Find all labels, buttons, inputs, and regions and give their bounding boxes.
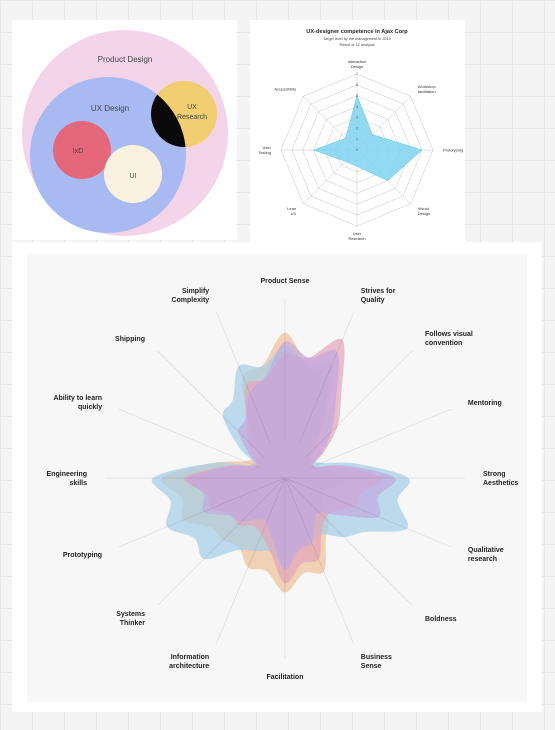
ixd-circle [53,121,111,179]
skill-label-line2: Thinker [120,620,146,627]
skill-label-line2: research [468,556,497,563]
radar-axis-label: Visual [418,206,429,211]
skill-label: Simplify [182,288,209,295]
radar-tick-label: 4 [356,105,358,109]
radar-subtitle-1: Target level by the management in 2019 [323,37,391,41]
radar-axis-label: Prototyping [443,148,463,153]
radar-tick-label: 7 [356,72,358,76]
skill-label: Product Sense [260,278,309,285]
skill-label-line2: Aesthetics [483,480,519,487]
radar-axis-label-line2: Research [348,236,365,241]
radar-tick-label: 1 [356,137,358,141]
radar-title: UX-designer competence in Ajax Corp [306,29,408,35]
ui-label: UI [130,173,137,180]
skills-radar-card[interactable]: Current level Target level Product Sense… [12,242,542,712]
skill-label: Ability to learn [53,395,102,402]
radar-axis-label: User [353,231,362,236]
radar-axis-label: Interaction [348,59,367,64]
skill-label: Qualitative [468,547,504,554]
radar-axis-label: Lean [287,206,296,211]
skill-label-line2: quickly [78,404,102,411]
skill-label: Boldness [425,616,457,623]
skill-label: Business [361,654,392,661]
radar-axis-label: Accessibility [274,87,296,92]
ui-circle [104,145,162,203]
radar-axis-label: User [263,145,272,150]
skill-label: Follows visual [425,331,473,338]
skill-label: Strong [483,471,506,478]
radar-axis-label-line2: Design [418,211,430,216]
radar-tick-label: 5 [356,94,358,98]
competence-radar-chart: UX-designer competence in Ajax Corp Targ… [258,29,463,241]
radar-axis-label-line2: facilitation [418,89,436,94]
radar-subtitle-2: Result of 12 analysis [339,43,374,47]
skill-label-line2: Complexity [171,297,209,304]
competence-radar-card[interactable]: UX-designer competence in Ajax Corp Targ… [250,20,465,275]
radar-axis-label: Workshop [418,84,437,89]
ixd-label: IxD [73,148,84,155]
skill-label-line2: Sense [361,663,382,670]
product-design-label: Product Design [98,55,153,64]
current-level-area [312,94,423,181]
skill-label: Strives for [361,288,396,295]
venn-diagram: Product Design UX Design UX Research IxD… [22,30,228,236]
radar-axis-label-line2: UX [291,211,297,216]
radar-axis-label-line2: Testing [258,150,271,155]
skill-label: Shipping [115,336,145,343]
skill-label-line2: skills [69,480,87,487]
skill-label-line2: architecture [169,663,209,670]
skill-series-area [187,341,396,571]
radar-tick-label: 3 [356,116,358,120]
skill-label: Systems [116,611,145,618]
radar-tick-label: 6 [356,83,358,87]
skills-radar-chart: Product Sense Strives for Quality Follows v… [47,278,519,681]
skill-label-line2: convention [425,340,462,347]
ux-research-label-line1: UX [187,104,197,111]
skill-label: Mentoring [468,400,502,407]
skill-label: Engineering [47,471,87,478]
skill-label-line2: Quality [361,297,385,304]
radar-axis-label-line2: Design [351,64,363,69]
skill-label: Prototyping [63,552,102,559]
skill-label: Facilitation [267,674,304,681]
skill-label: Information [171,654,210,661]
ux-design-label: UX Design [91,104,129,113]
radar-tick-label: 0 [356,148,358,152]
skills-radar-panel: Product Sense Strives for Quality Follows v… [27,254,527,702]
ux-research-label-line2: Research [177,114,207,121]
radar-tick-label: 2 [356,127,358,131]
venn-diagram-card[interactable]: Product Design UX Design UX Research IxD… [12,20,237,240]
